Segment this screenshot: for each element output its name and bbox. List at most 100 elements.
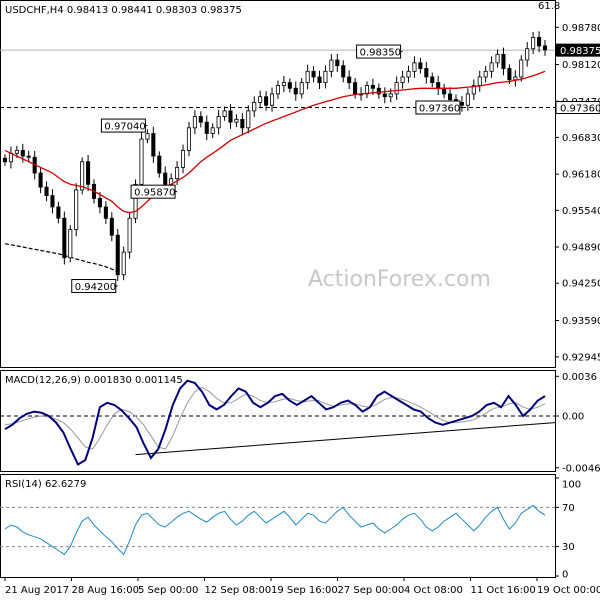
annotation-box [415, 100, 461, 115]
price-y-tick-label: 0.96180 [562, 170, 600, 181]
candle-body [459, 102, 464, 106]
annotation-box [100, 118, 146, 133]
support-price-label-text: 0.97360 [560, 103, 600, 114]
current-price-label-text: 0.98375 [560, 46, 600, 57]
watermark: ActionForex.com [308, 267, 491, 292]
rsi-y-tick-label: 30 [562, 542, 575, 553]
candle-body [448, 93, 453, 100]
annotation-text: 0.94200 [75, 282, 116, 293]
macd-y-tick-label: -0.004696 [562, 463, 600, 474]
candle-body [376, 87, 381, 95]
candle-body [394, 82, 399, 95]
x-tick-label: 21 Aug 2017 [5, 585, 69, 596]
candle-body [424, 68, 429, 78]
candle-body [400, 76, 405, 84]
candle-body [240, 118, 245, 129]
candle-body [180, 150, 186, 168]
macd-signal-line [4, 386, 546, 450]
candle-body [370, 85, 375, 89]
price-y-tick-label: 0.94890 [562, 243, 600, 254]
candle-body [293, 87, 298, 95]
candle-body [489, 62, 494, 72]
macd-trendline [135, 422, 556, 456]
x-tick-label: 12 Sep 08:00 [205, 585, 272, 596]
candle-body [20, 150, 25, 157]
x-tick-label: 5 Sep 00:00 [138, 585, 198, 596]
candle-body [62, 217, 67, 259]
price-y-tick-label: 0.95540 [562, 206, 600, 217]
price-y-tick-label: 0.98780 [562, 23, 600, 34]
annotation-0.98350: 0.98350 [356, 44, 403, 59]
rsi-y-tick-label: 100 [562, 480, 581, 491]
candle-body [246, 110, 251, 129]
candle-body [234, 118, 239, 123]
candle-body [264, 96, 269, 106]
macd-line [4, 379, 546, 466]
candle-body [353, 82, 358, 95]
candle-body [252, 102, 257, 112]
price-panel: USDCHF,H4 0.98413 0.98441 0.98303 0.9837… [0, 0, 600, 368]
rsi-y-tick-label: 0 [562, 570, 568, 581]
candle-body [228, 110, 233, 123]
candle-body [56, 206, 61, 219]
sma-black-dashed-line [4, 243, 118, 273]
candle-body [281, 82, 286, 86]
candle-body [2, 157, 8, 163]
annotation-0.97360: 0.97360 [415, 100, 462, 115]
candle-body [542, 45, 548, 51]
candle-body [513, 76, 518, 81]
candle-body [151, 133, 156, 157]
candle-body [305, 70, 310, 84]
candle-body [519, 59, 524, 78]
support-price-label: 0.97360 [555, 100, 600, 114]
candle-body [68, 229, 73, 259]
candle-body [86, 161, 91, 185]
macd-y-tick-label: 0.00 [562, 411, 584, 422]
rsi-label: RSI(14) 62.6279 [5, 479, 86, 490]
candle-body [341, 65, 346, 78]
price-y-tick-label: 0.94250 [562, 279, 600, 290]
price-y-tick-label: 0.98120 [562, 60, 600, 71]
candle-body [204, 121, 209, 134]
candle-body [495, 53, 500, 64]
annotation-box [71, 279, 117, 294]
annotation-text: 0.95870 [134, 188, 175, 199]
x-tick-label: 27 Sep 00:00 [338, 585, 405, 596]
candle-body [270, 93, 275, 106]
macd-panel: MACD(12,26,9) 0.001830 0.001145 0.0036 0.… [0, 370, 600, 474]
rsi-line [4, 504, 546, 556]
candle-body [471, 85, 476, 95]
x-tick-label: 28 Aug 16:00 [72, 585, 139, 596]
x-tick-label: 4 Oct 08:00 [404, 585, 463, 596]
price-y-tick-label: 0.96830 [562, 133, 600, 144]
rsi-panel: RSI(14) 62.6279 100 70 30 0 21 Aug 2017 28 A… [0, 474, 600, 596]
annotation-text: 0.97040 [104, 122, 145, 133]
annotation-box [356, 44, 402, 59]
chart-header: USDCHF,H4 0.98413 0.98441 0.98303 0.9837… [5, 5, 242, 16]
current-price-label: 0.98375 [555, 43, 600, 57]
annotation-box [130, 184, 176, 199]
annotation-text: 0.97360 [419, 103, 460, 114]
candle-body [222, 110, 227, 117]
candle-body [210, 127, 215, 134]
candle-body [418, 62, 423, 69]
candle-body [133, 183, 138, 219]
candle-body [430, 76, 435, 84]
candle-body [436, 82, 441, 89]
support-price-label-box [555, 100, 600, 114]
candle-body [157, 155, 162, 174]
candle-body [275, 85, 280, 95]
candle-body [80, 161, 85, 191]
candle-body [186, 127, 191, 151]
candle-body [317, 76, 322, 84]
annotation-0.97040: 0.97040 [100, 118, 148, 133]
candle-body [501, 53, 506, 69]
candle-body [163, 172, 168, 185]
candle-body [26, 155, 31, 158]
candle-body [477, 76, 482, 86]
candle-body [14, 150, 19, 154]
candle-body [465, 93, 470, 106]
candle-body [103, 206, 108, 219]
candle-body [406, 70, 411, 78]
